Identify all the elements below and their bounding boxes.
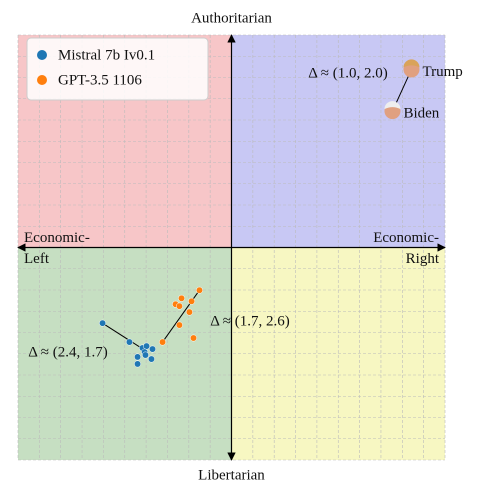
point bbox=[134, 360, 142, 368]
point bbox=[134, 353, 142, 361]
legend-box bbox=[26, 37, 209, 101]
annotation: Δ ≈ (1.0, 2.0) bbox=[308, 65, 388, 81]
face-hair bbox=[403, 59, 420, 68]
legend-marker bbox=[37, 75, 47, 85]
point bbox=[125, 338, 133, 346]
face-hair bbox=[384, 101, 401, 110]
legend-label: Mistral 7b Iv0.1 bbox=[58, 47, 155, 63]
face bbox=[384, 101, 401, 120]
legend-label: GPT-3.5 1106 bbox=[58, 72, 142, 88]
point bbox=[99, 319, 106, 327]
axis-label: Libertarian bbox=[198, 467, 265, 483]
point bbox=[188, 297, 196, 305]
point bbox=[142, 351, 149, 359]
point bbox=[175, 302, 183, 310]
axis-label: Economic- bbox=[373, 230, 439, 246]
axis-label: Left bbox=[24, 251, 50, 267]
point bbox=[143, 342, 150, 350]
axis-label: Authoritarian bbox=[191, 10, 272, 26]
axis-label: Economic- bbox=[24, 230, 90, 246]
point bbox=[185, 308, 193, 316]
annotation: Δ ≈ (2.4, 1.7) bbox=[28, 344, 108, 360]
legend-marker bbox=[37, 50, 47, 60]
point bbox=[149, 345, 156, 353]
face bbox=[403, 59, 420, 78]
point bbox=[175, 321, 183, 329]
point bbox=[190, 334, 197, 342]
point bbox=[147, 355, 155, 363]
annotation: Δ ≈ (1.7, 2.6) bbox=[210, 313, 290, 329]
axis-label: Right bbox=[406, 251, 440, 267]
leader-label: Biden bbox=[403, 106, 439, 122]
leader-label: Trump bbox=[422, 64, 462, 80]
point bbox=[159, 338, 166, 346]
point bbox=[178, 294, 185, 302]
point bbox=[196, 286, 203, 294]
